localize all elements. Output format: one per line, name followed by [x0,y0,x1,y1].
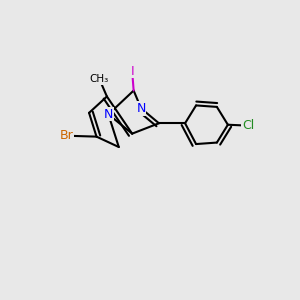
Text: I: I [130,65,134,78]
Text: N: N [136,102,146,115]
Text: Cl: Cl [242,119,254,132]
Text: CH₃: CH₃ [90,74,109,84]
Text: Br: Br [60,129,74,142]
Text: N: N [104,108,113,121]
